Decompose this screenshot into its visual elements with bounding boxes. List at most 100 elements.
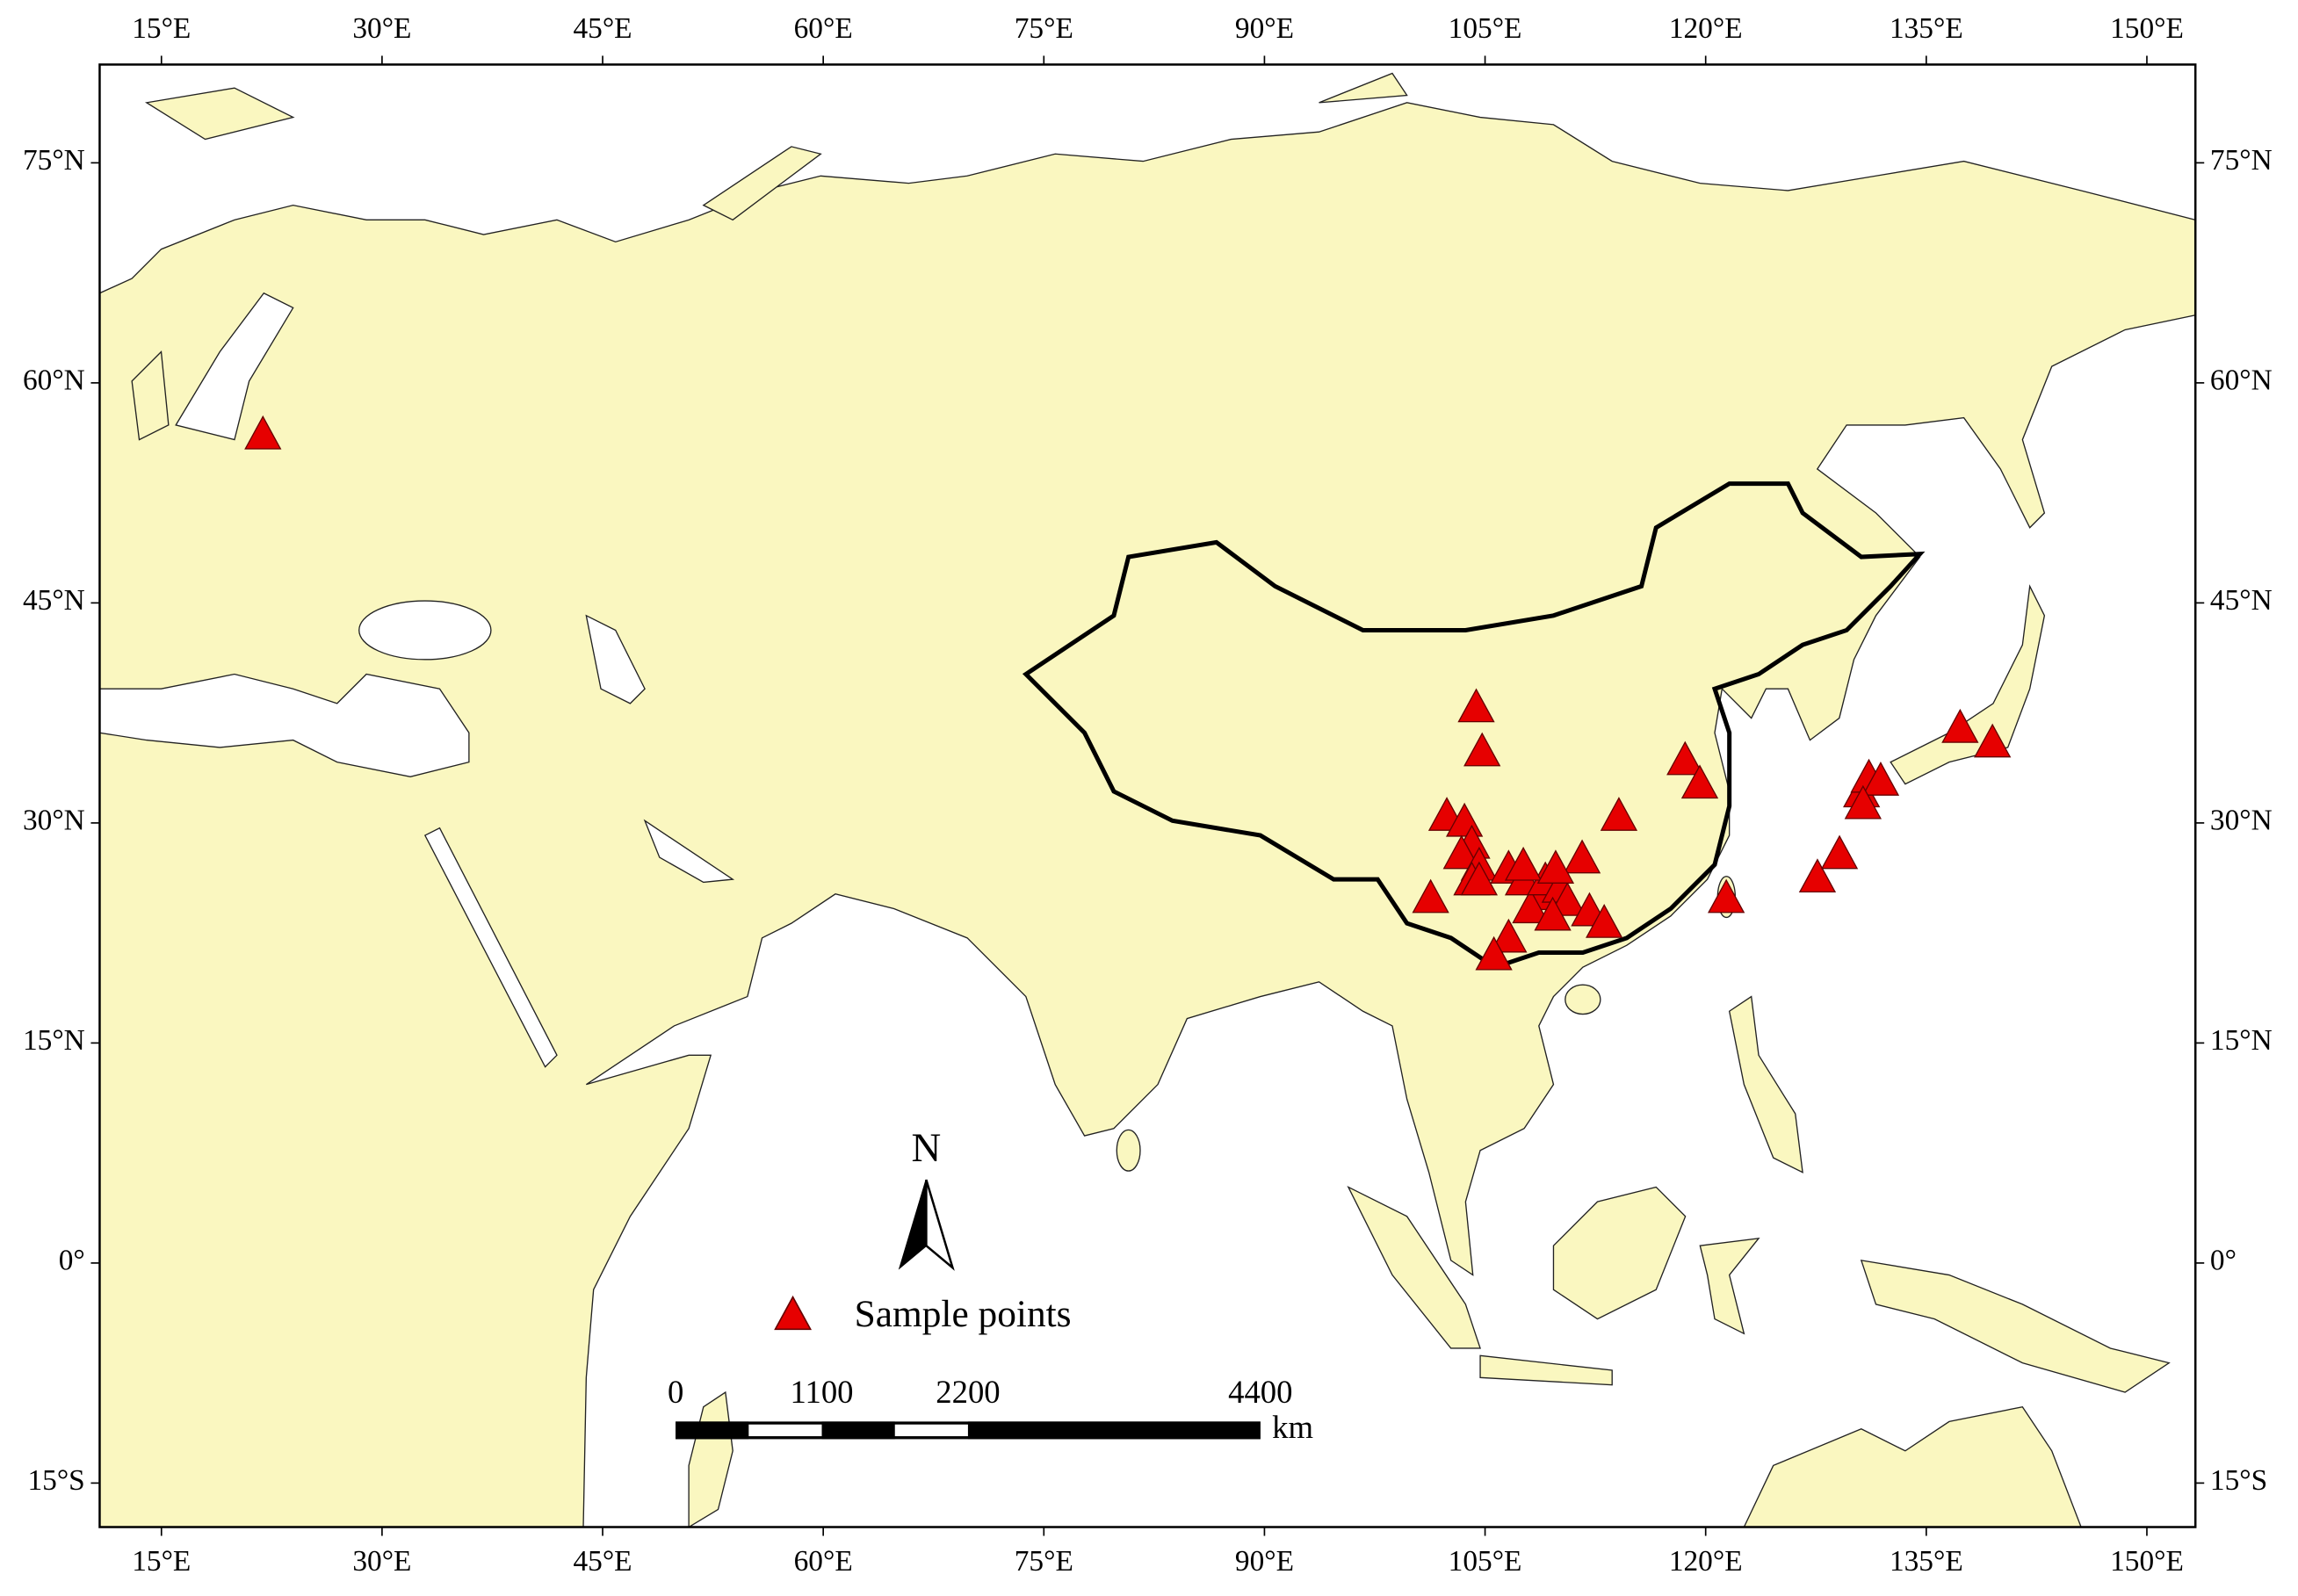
sample-point: [1707, 878, 1745, 914]
scale-bar-segment: [894, 1424, 968, 1437]
x-tick-label: 150°E: [2110, 12, 2184, 45]
sample-point: [1460, 861, 1499, 896]
x-tick-label: 30°E: [352, 12, 411, 45]
y-tick-label: 75°N: [2210, 144, 2273, 177]
sample-point: [1504, 846, 1543, 881]
persian-gulf: [643, 819, 735, 884]
x-tick-label: 45°E: [573, 1545, 632, 1578]
x-tick-label: 120°E: [1669, 1545, 1743, 1578]
sample-point: [244, 415, 282, 450]
baltic-sea: [175, 292, 294, 441]
sample-point: [1820, 834, 1859, 870]
x-tick-label: 135°E: [1890, 1545, 1963, 1578]
x-tick-label: 30°E: [352, 1545, 411, 1578]
x-tick-label: 45°E: [573, 12, 632, 45]
sample-point: [1844, 784, 1882, 820]
sample-point: [1586, 904, 1623, 938]
scale-bar-unit: km: [1272, 1409, 1313, 1445]
sample-point: [1536, 849, 1575, 885]
north-arrow-right: [925, 1179, 955, 1271]
java: [1479, 1354, 1613, 1386]
scale-bar-label: 2200: [936, 1374, 1000, 1410]
y-tick-label: 15°N: [2210, 1024, 2273, 1057]
y-tick-label: 15°S: [2210, 1464, 2267, 1497]
sample-point: [1412, 878, 1449, 914]
north-label: N: [912, 1125, 942, 1171]
y-tick-label: 30°N: [23, 805, 85, 837]
sri-lanka: [1116, 1129, 1141, 1172]
y-tick-label: 0°: [2210, 1245, 2237, 1277]
red-sea: [423, 827, 558, 1068]
black-sea: [358, 600, 492, 661]
sample-point: [1563, 839, 1601, 874]
severnaya-zemlya: [1319, 72, 1408, 104]
sample-point: [1861, 762, 1900, 796]
y-tick-label: 60°N: [2210, 365, 2273, 397]
sample-point: [1463, 732, 1501, 767]
sample-point: [1490, 918, 1528, 953]
x-tick-label: 105°E: [1449, 12, 1522, 45]
scale-bar-segment: [748, 1424, 822, 1437]
sample-point: [1798, 858, 1837, 893]
scale-bar-segment: [676, 1421, 749, 1440]
madagascar: [688, 1390, 733, 1527]
sample-point: [1941, 708, 1979, 743]
sample-point: [1974, 723, 2012, 758]
scale-bar-label: 0: [668, 1374, 683, 1410]
x-tick-label: 75°E: [1015, 12, 1073, 45]
sample-point: [1666, 740, 1704, 776]
y-tick-label: 30°N: [2210, 805, 2273, 837]
x-tick-label: 60°E: [794, 12, 853, 45]
scale-bar-label: 1100: [791, 1374, 854, 1410]
x-tick-label: 90°E: [1235, 1545, 1294, 1578]
eurasia-africa: [99, 102, 2196, 1527]
sample-point: [1534, 896, 1572, 931]
y-tick-label: 60°N: [23, 365, 85, 397]
x-tick-label: 105°E: [1449, 1545, 1522, 1578]
x-tick-label: 120°E: [1669, 12, 1743, 45]
y-tick-label: 15°S: [27, 1464, 84, 1497]
scale-bar-label: 4400: [1228, 1374, 1292, 1410]
scale-bar-segment: [967, 1421, 1261, 1440]
y-tick-label: 15°N: [23, 1024, 85, 1057]
legend-symbol: [774, 1295, 813, 1331]
x-tick-label: 150°E: [2110, 1545, 2184, 1578]
sample-point: [1680, 764, 1719, 799]
sample-point: [1475, 935, 1513, 971]
sample-point: [1457, 688, 1495, 723]
basemap: [99, 72, 2196, 1527]
australia: [1743, 1405, 2082, 1527]
scale-bar-segment: [821, 1421, 895, 1440]
x-tick-label: 90°E: [1235, 12, 1294, 45]
x-tick-label: 15°E: [132, 12, 191, 45]
y-tick-label: 75°N: [23, 144, 85, 177]
novaya-zemlya: [702, 146, 822, 221]
mediterranean: [99, 673, 470, 777]
sumatra: [1347, 1185, 1481, 1349]
map-frame: [98, 63, 2197, 1528]
britain: [131, 350, 170, 441]
borneo: [1552, 1186, 1687, 1320]
china-border: [1022, 481, 1926, 970]
legend-label: Sample points: [855, 1293, 1072, 1335]
philippines: [1728, 995, 1803, 1174]
new-guinea: [1860, 1260, 2171, 1393]
japan: [1890, 584, 2046, 785]
sample-point: [1442, 834, 1480, 870]
x-tick-label: 75°E: [1015, 1545, 1073, 1578]
y-tick-label: 45°N: [23, 584, 85, 617]
north-arrow-left: [898, 1179, 928, 1270]
hainan: [1565, 984, 1601, 1015]
sample-point: [1512, 889, 1550, 924]
caspian-sea: [585, 614, 646, 704]
y-tick-label: 0°: [59, 1245, 85, 1277]
sample-point: [1600, 797, 1638, 831]
y-tick-label: 45°N: [2210, 584, 2273, 617]
sulawesi: [1699, 1237, 1760, 1335]
x-tick-label: 60°E: [794, 1545, 853, 1578]
sample-point: [1549, 881, 1586, 916]
x-tick-label: 15°E: [132, 1545, 191, 1578]
svalbard: [144, 87, 295, 141]
x-tick-label: 135°E: [1890, 12, 1963, 45]
